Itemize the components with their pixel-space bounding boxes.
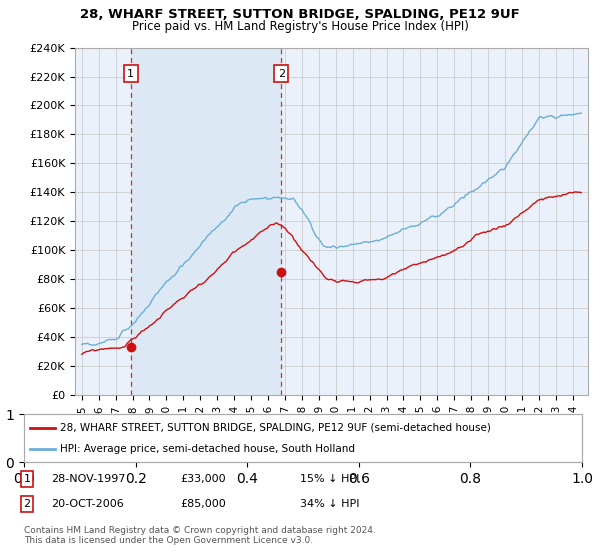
Text: 28-NOV-1997: 28-NOV-1997 [51,474,125,484]
Text: 28, WHARF STREET, SUTTON BRIDGE, SPALDING, PE12 9UF: 28, WHARF STREET, SUTTON BRIDGE, SPALDIN… [80,8,520,21]
Text: £33,000: £33,000 [180,474,226,484]
Text: 2: 2 [23,499,31,509]
Text: 15% ↓ HPI: 15% ↓ HPI [300,474,359,484]
Text: HPI: Average price, semi-detached house, South Holland: HPI: Average price, semi-detached house,… [60,444,355,454]
Text: Price paid vs. HM Land Registry's House Price Index (HPI): Price paid vs. HM Land Registry's House … [131,20,469,32]
Text: This data is licensed under the Open Government Licence v3.0.: This data is licensed under the Open Gov… [24,536,313,545]
Text: Contains HM Land Registry data © Crown copyright and database right 2024.: Contains HM Land Registry data © Crown c… [24,526,376,535]
Text: 28, WHARF STREET, SUTTON BRIDGE, SPALDING, PE12 9UF (semi-detached house): 28, WHARF STREET, SUTTON BRIDGE, SPALDIN… [60,423,491,433]
Text: £85,000: £85,000 [180,499,226,509]
Text: 20-OCT-2006: 20-OCT-2006 [51,499,124,509]
Bar [131,48,281,395]
Text: 34% ↓ HPI: 34% ↓ HPI [300,499,359,509]
Text: 1: 1 [127,69,134,78]
Text: 1: 1 [23,474,31,484]
Text: 2: 2 [278,69,285,78]
